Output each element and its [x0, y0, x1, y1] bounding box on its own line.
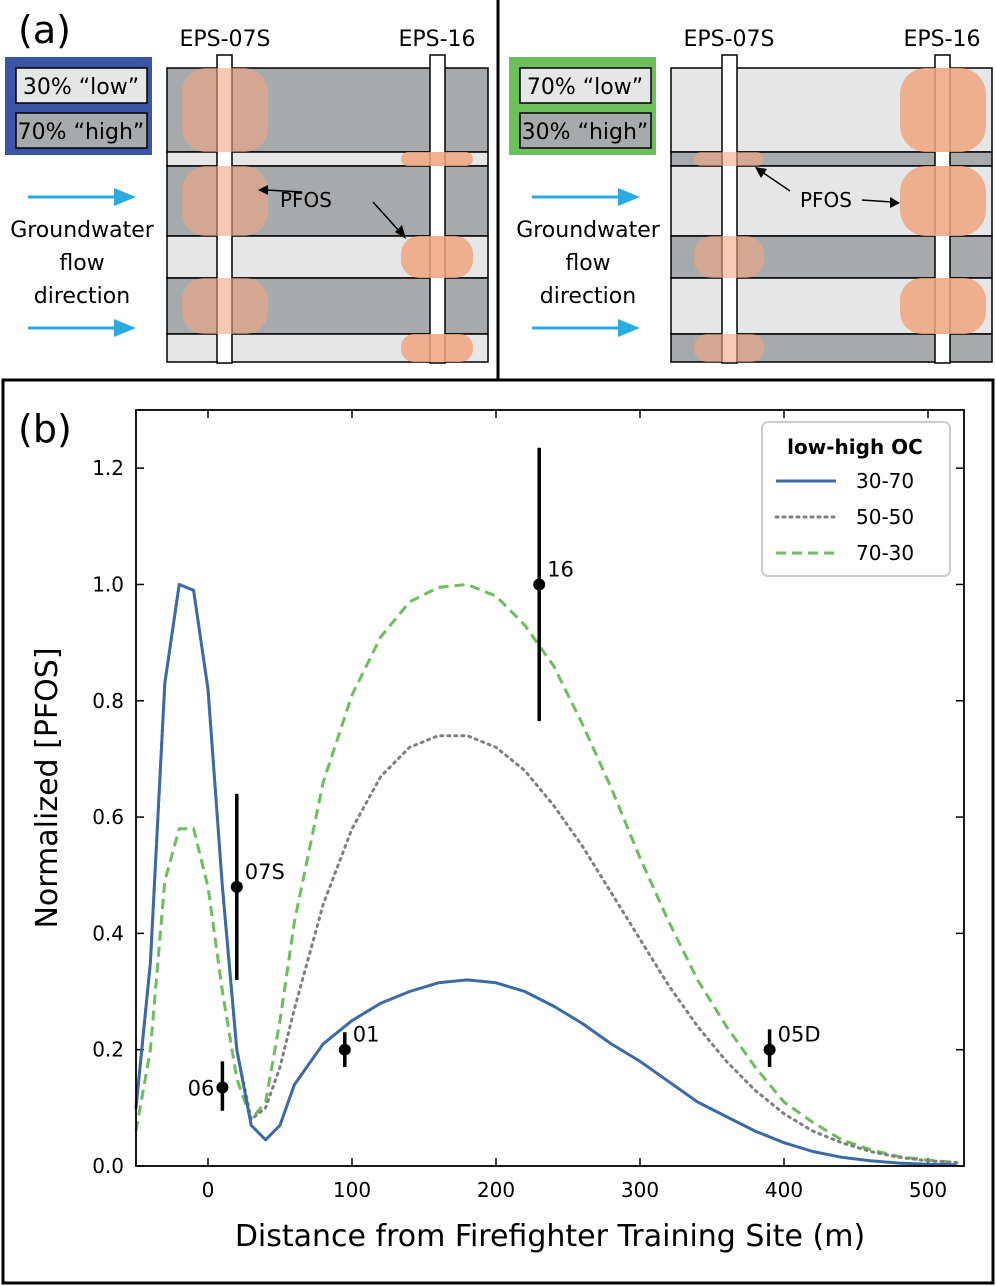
- well-07s-right: [721, 54, 738, 364]
- pfos-blob-right-2: [694, 236, 764, 278]
- pfos-arrowhead-right-2: [890, 197, 900, 208]
- pfos-blob-left-4: [401, 152, 473, 166]
- legend-label-70-30: 70-30: [856, 541, 914, 565]
- panel-b-label: (b): [18, 407, 72, 451]
- flow-label-left-2: flow: [59, 251, 104, 276]
- panel-b: (b) 0 100 200 300 400 500 0.0 0.2 0.4 0.6 0.8 1.0 1.…: [1, 378, 995, 1285]
- y-tick-label: 0.4: [92, 921, 124, 945]
- pfos-pointer-right-2: [861, 199, 893, 203]
- legend-box: [761, 421, 951, 577]
- plot-frame: [135, 409, 965, 1167]
- oc-high-text-left: 70% “high”: [18, 120, 145, 145]
- oc-low-box-right: [519, 67, 652, 104]
- schematic-left: EPS-07S EPS-16 30% “low” 70% “high” PFOS: [5, 27, 489, 364]
- data-point-07S: [230, 880, 243, 893]
- flow-arrowhead-right-1: [618, 188, 640, 206]
- series-line-70-30: [134, 583, 957, 1164]
- pfos-blob-left-3: [182, 278, 268, 334]
- data-points: 06 07S 01 16 05D: [188, 447, 821, 1111]
- data-point-01: [338, 1043, 351, 1056]
- pfos-blob-left-5: [401, 236, 473, 278]
- data-point-16: [533, 578, 546, 591]
- data-point-05D: [763, 1043, 776, 1056]
- oc-low-box-left: [15, 67, 148, 104]
- pfos-blob-right-5: [900, 166, 986, 236]
- y-tick-label: 1.2: [92, 456, 124, 480]
- y-tick-label: 1.0: [92, 572, 124, 596]
- pfos-blob-right-1: [694, 152, 764, 166]
- flow-arrowhead-left-1: [114, 188, 136, 206]
- flow-label-right-3: direction: [540, 284, 636, 309]
- pfos-pointer-left-2: [372, 201, 401, 233]
- data-point-label-05D: 05D: [778, 1023, 821, 1047]
- x-tick-label: 200: [477, 1178, 515, 1202]
- oc-low-text-left: 30% “low”: [23, 75, 139, 100]
- panel-a-label: (a): [18, 8, 71, 52]
- well-label-16-left: EPS-16: [398, 27, 475, 52]
- legend: low-high OC 30-70 50-50 70-30: [761, 421, 951, 577]
- series-line-30-70: [134, 583, 957, 1167]
- panel-b-frame: [1, 378, 995, 1285]
- flow-label-right-2: flow: [565, 251, 610, 276]
- x-tick-label: 0: [202, 1178, 215, 1202]
- well-label-16-right: EPS-16: [903, 27, 980, 52]
- plot-area: 0 100 200 300 400 500 0.0 0.2 0.4 0.6 0.8 1.0 1.2 06…: [92, 409, 965, 1202]
- y-tick-label: 0.8: [92, 689, 124, 713]
- flow-arrowhead-left-2: [114, 319, 136, 337]
- flow-label-left-1: Groundwater: [10, 218, 155, 243]
- pfos-pointer-right-1: [761, 171, 791, 192]
- y-axis-label: Normalized [PFOS]: [30, 647, 65, 928]
- oc-high-box-left: [15, 112, 148, 149]
- data-point-label-06: 06: [188, 1076, 215, 1100]
- pfos-blob-left-2: [182, 166, 268, 236]
- axis-ticks: 0 100 200 300 400 500 0.0 0.2 0.4 0.6 0.8 1.0 1.2: [92, 410, 964, 1202]
- pfos-blob-left-6: [401, 334, 473, 362]
- data-point-label-01: 01: [353, 1023, 380, 1047]
- data-point-label-07S: 07S: [245, 860, 285, 884]
- y-tick-label: 0.6: [92, 805, 124, 829]
- pfos-pointer-left-1: [265, 189, 303, 193]
- curves: [134, 583, 959, 1167]
- schematic-right: EPS-07S EPS-16 70% “low” 30% “high” PFOS: [509, 27, 993, 364]
- x-tick-label: 300: [621, 1178, 659, 1202]
- x-tick-label: 400: [765, 1178, 803, 1202]
- flow-arrowhead-right-2: [618, 319, 640, 337]
- pfos-arrowhead-left-2: [395, 225, 406, 239]
- well-label-07s-right: EPS-07S: [683, 27, 774, 52]
- oc-high-box-right: [519, 112, 652, 149]
- pfos-arrowhead-left-1: [258, 185, 268, 195]
- legend-title: low-high OC: [787, 435, 923, 459]
- pfos-label-right: PFOS: [800, 188, 852, 212]
- y-tick-label: 0.2: [92, 1038, 124, 1062]
- well-label-07s-left: EPS-07S: [179, 27, 270, 52]
- flow-label-right-1: Groundwater: [516, 218, 661, 243]
- pfos-blob-right-4: [900, 68, 986, 152]
- oc-high-text-right: 30% “high”: [522, 120, 649, 145]
- y-tick-label: 0.0: [92, 1154, 124, 1178]
- well-16-left: [429, 54, 446, 364]
- pfos-blob-right-6: [900, 278, 986, 334]
- legend-label-50-50: 50-50: [856, 505, 914, 529]
- panel-a: (a) EPS-07S EPS-16 30% “low” 70% “high”: [5, 0, 993, 380]
- x-tick-label: 100: [333, 1178, 371, 1202]
- oc-low-text-right: 70% “low”: [527, 75, 643, 100]
- legend-label-30-70: 30-70: [856, 469, 914, 493]
- data-point-label-16: 16: [547, 557, 574, 581]
- pfos-blob-right-3: [694, 334, 764, 362]
- x-tick-label: 500: [909, 1178, 947, 1202]
- pfos-blob-left-1: [182, 68, 268, 152]
- pfos-arrowhead-right-1: [755, 167, 767, 178]
- flow-label-left-3: direction: [34, 284, 130, 309]
- x-axis-label: Distance from Firefighter Training Site …: [235, 1219, 865, 1254]
- data-point-06: [216, 1081, 229, 1094]
